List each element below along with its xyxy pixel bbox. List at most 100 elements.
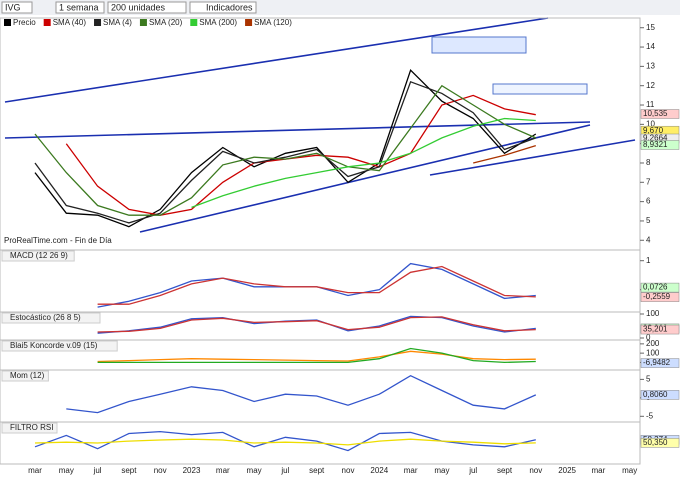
units-box[interactable] — [107, 1, 187, 14]
value-tag-label: 8,9321 — [643, 140, 668, 149]
panel-title: Estocástico (26 8 5) — [10, 313, 81, 322]
x-tick-label: 2023 — [183, 466, 201, 475]
panel-title-bg — [1, 250, 75, 262]
x-tick-label: mar — [216, 466, 230, 475]
value-tag — [640, 324, 680, 335]
legend-label: SMA (120) — [254, 18, 292, 27]
legend-label: SMA (40) — [53, 18, 87, 27]
value-tag-label: 9,670 — [643, 126, 664, 135]
legend-swatch — [245, 19, 253, 26]
source: ProRealTime.com - Fin de Día — [4, 236, 112, 245]
value-tag — [640, 358, 680, 368]
legend-label: SMA (200) — [199, 18, 237, 27]
y-tick-label: 7 — [646, 177, 651, 186]
y-tick-label: 5 — [646, 374, 651, 383]
y-tick-label: 12 — [646, 81, 655, 90]
value-tag-label: 10,535 — [643, 109, 668, 118]
value-tag-label: 9,2664 — [643, 134, 668, 143]
value-tag-label: 50,350 — [643, 438, 668, 447]
panel-title: Blai5 Koncorde v.09 (15) — [10, 341, 98, 350]
x-tick-label: 2025 — [558, 466, 576, 475]
panel-title-bg — [1, 312, 101, 324]
y-tick-label: 6 — [646, 197, 651, 206]
series-line — [34, 80, 537, 224]
panel-title: MACD (12 26 9) — [10, 251, 68, 260]
x-tick-label: mar — [592, 466, 606, 475]
period: 1 semana — [59, 2, 99, 12]
indicators: Indicadores — [206, 2, 253, 12]
y-tick-label: 200 — [646, 339, 660, 348]
value-tag — [640, 390, 680, 400]
panel-title-bg — [1, 340, 118, 352]
value-tag-label: -6,9482 — [643, 358, 671, 367]
x-tick-label: nov — [529, 466, 542, 475]
x-tick-label: jul — [93, 466, 102, 475]
x-tick-label: may — [247, 466, 262, 475]
legend-swatch — [4, 19, 11, 26]
x-tick-label: nov — [154, 466, 167, 475]
series-line — [97, 315, 536, 334]
series-line — [65, 94, 536, 216]
x-tick-label: may — [434, 466, 449, 475]
period-box[interactable] — [55, 1, 105, 14]
x-tick-label: 2024 — [370, 466, 388, 475]
value-tag-label: 35,201 — [643, 325, 668, 334]
symbol: IVG — [5, 2, 21, 12]
x-tick-label: jul — [280, 466, 289, 475]
x-tick-label: may — [622, 466, 637, 475]
series-line — [34, 438, 536, 446]
zone-box — [431, 36, 527, 54]
value-tag — [640, 109, 680, 119]
symbol-box[interactable] — [1, 1, 33, 14]
trend-line — [429, 139, 636, 176]
y-tick-label: 15 — [646, 23, 655, 32]
series-line — [97, 265, 536, 305]
x-tick-label: mar — [28, 466, 42, 475]
series-line — [473, 144, 536, 164]
trend-line — [4, 17, 549, 103]
value-tag-label: 0,0726 — [643, 283, 668, 292]
legend-label: SMA (20) — [149, 18, 183, 27]
value-tag — [640, 438, 680, 448]
trend-line — [139, 124, 591, 233]
zone-box — [492, 83, 588, 95]
series-line — [34, 69, 537, 228]
x-tick-label: mar — [404, 466, 418, 475]
panel-title: FILTRO RSI — [10, 423, 53, 432]
legend-label: Precio — [13, 18, 36, 27]
value-tag — [640, 282, 680, 293]
y-tick-label: 13 — [646, 61, 655, 70]
legend-swatch — [43, 19, 51, 26]
y-tick-label: 1 — [646, 256, 651, 265]
legend-label: SMA (4) — [103, 18, 132, 27]
series-line — [34, 84, 537, 216]
x-tick-label: sept — [121, 466, 137, 475]
value-tag-label: -0,2559 — [643, 292, 671, 301]
value-tag — [640, 140, 680, 150]
y-tick-label: 11 — [646, 100, 655, 109]
y-tick-label: 100 — [646, 309, 660, 318]
value-tag-label: 0,8060 — [643, 390, 668, 399]
trend-lines — [4, 17, 636, 233]
legend-swatch — [139, 19, 147, 26]
series-line — [97, 350, 536, 363]
panel-title: Mom (12) — [10, 371, 45, 380]
y-tick-label: 100 — [646, 348, 660, 357]
series-line — [66, 374, 537, 414]
y-tick-label: 0 — [646, 333, 651, 342]
x-tick-label: sept — [497, 466, 513, 475]
indicators-box[interactable] — [189, 1, 257, 14]
units: 200 unidades — [111, 2, 166, 12]
value-tag — [640, 292, 680, 302]
legend-swatch — [94, 19, 102, 26]
panel-title-bg — [1, 422, 58, 434]
x-tick-label: nov — [342, 466, 355, 475]
y-tick-label: 4 — [646, 235, 651, 244]
x-tick-label: sept — [309, 466, 325, 475]
panel-title-bg — [1, 370, 49, 382]
y-tick-label: -5 — [646, 411, 654, 420]
panel-frame — [0, 421, 641, 465]
y-tick-label: 10 — [646, 119, 655, 128]
